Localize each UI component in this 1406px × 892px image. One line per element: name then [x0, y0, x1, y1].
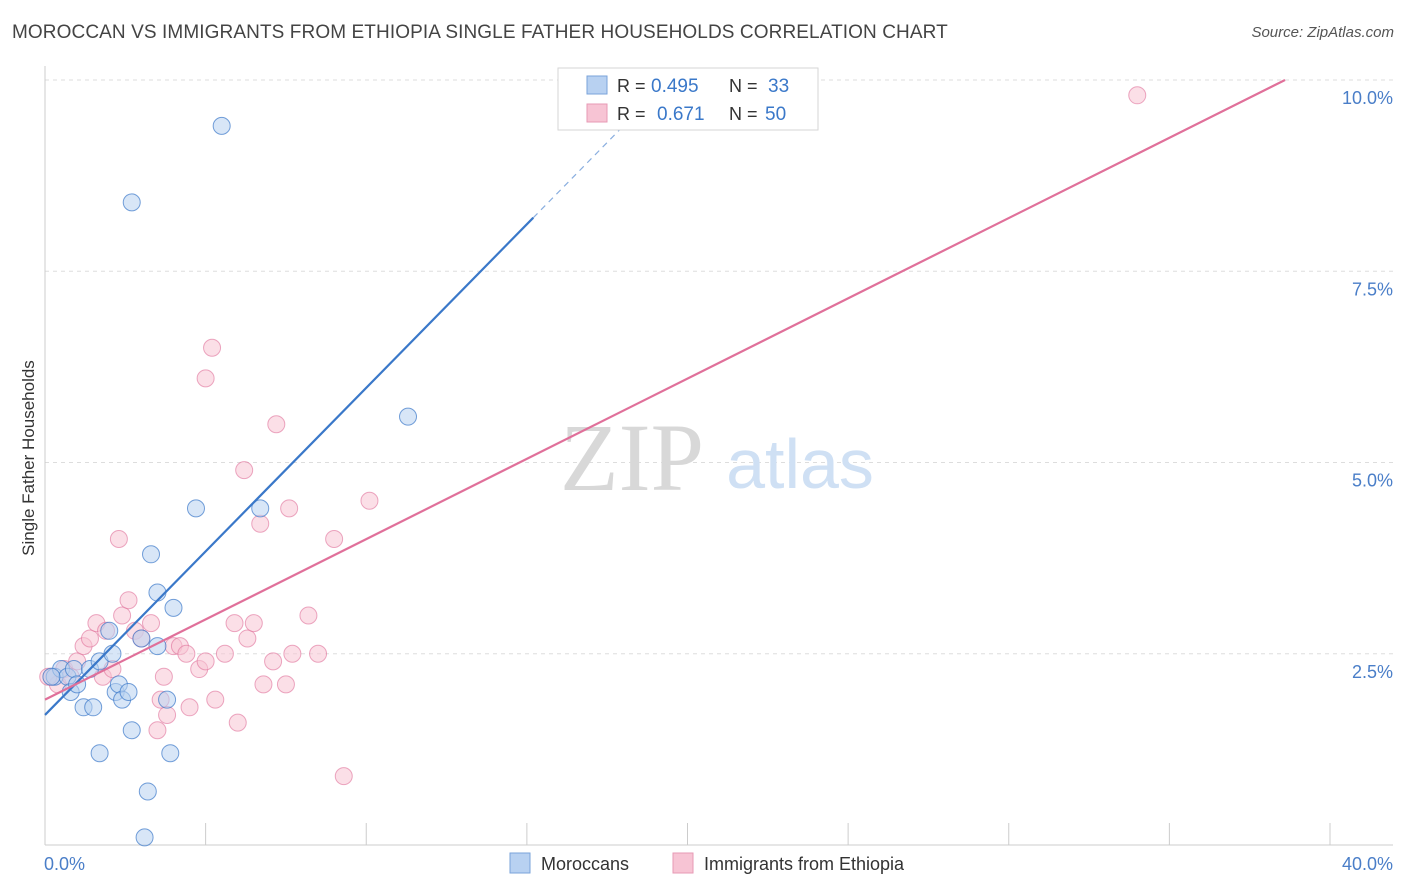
- ethiopia-point-29: [225, 614, 244, 633]
- axes: [44, 66, 1393, 846]
- y-tick-labels: 2.5% 5.0% 7.5% 10.0%: [1342, 88, 1393, 682]
- ethiopia-point-39: [325, 530, 344, 548]
- ethiopia-point-44: [235, 461, 254, 480]
- ethiopia-point-35: [276, 675, 295, 694]
- bottom-legend: Moroccans Immigrants from Ethiopia: [509, 852, 905, 874]
- watermark-zip: ZIP: [560, 404, 704, 511]
- moroccans-point-10: [100, 621, 119, 640]
- bottom-legend-swatch-moroccans: [509, 852, 531, 874]
- ethiopia-point-43: [203, 338, 222, 357]
- ethiopia-point-13: [119, 591, 138, 610]
- moroccans-point-29: [251, 499, 270, 518]
- ethiopia-point-31: [238, 629, 257, 648]
- bottom-legend-ethiopia: Immigrants from Ethiopia: [704, 854, 905, 874]
- ethiopia-point-32: [244, 614, 263, 633]
- moroccans-point-32: [42, 667, 61, 686]
- ethiopia-point-47: [280, 499, 299, 518]
- moroccans-point-18: [142, 545, 161, 564]
- y-tick-label-0: 2.5%: [1352, 662, 1393, 682]
- legend-swatch-pink: [586, 103, 608, 123]
- ethiopia-point-34: [264, 652, 283, 671]
- bottom-legend-swatch-ethiopia: [672, 852, 694, 874]
- moroccans-point-15: [119, 683, 138, 701]
- x-tick-label-max: 40.0%: [1342, 854, 1393, 874]
- ethiopia-point-42: [196, 369, 215, 388]
- moroccans-point-30: [399, 407, 418, 426]
- moroccans-point-26: [186, 499, 205, 518]
- ethiopia-point-41: [334, 767, 353, 786]
- moroccans-point-3: [64, 660, 83, 679]
- ethiopia-point-23: [177, 644, 196, 663]
- ethiopia-point-46: [251, 514, 270, 533]
- legend-box: R = 0.495 N = 33 R = 0.671 N = 50: [557, 67, 819, 131]
- ethiopia-point-24: [180, 698, 199, 717]
- legend-r-label-1: R =: [617, 76, 646, 96]
- ethiopia-trend-line: [44, 79, 1286, 701]
- moroccans-point-16: [122, 721, 141, 740]
- y-axis-label: Single Father Households: [19, 360, 38, 556]
- source-label: Source: ZipAtlas.com: [1251, 24, 1394, 41]
- moroccans-point-21: [161, 744, 180, 763]
- legend-r-label-2: R =: [617, 104, 646, 124]
- y-tick-label-3: 10.0%: [1342, 88, 1393, 108]
- chart-title: MOROCCAN VS IMMIGRANTS FROM ETHIOPIA SIN…: [12, 22, 948, 43]
- moroccans-point-17: [132, 629, 151, 648]
- ethiopia-point-48: [1128, 86, 1147, 105]
- ethiopia-point-36: [283, 644, 302, 663]
- moroccans-point-22: [164, 598, 183, 617]
- legend-r-value-2: 0.671: [657, 104, 705, 125]
- moroccans-point-23: [90, 744, 109, 763]
- ethiopia-point-12: [113, 606, 132, 625]
- watermark: ZIP atlas: [560, 404, 874, 511]
- gridlines: [45, 79, 1393, 655]
- ethiopia-point-16: [142, 614, 161, 633]
- moroccans-point-19: [148, 583, 167, 602]
- ethiopia-point-33: [254, 675, 273, 694]
- legend-n-label-2: N =: [729, 104, 758, 124]
- y-tick-label-1: 5.0%: [1352, 471, 1393, 491]
- ethiopia-point-6: [80, 629, 99, 648]
- ethiopia-point-17: [148, 721, 167, 740]
- moroccans-point-24: [138, 782, 157, 801]
- bottom-legend-moroccans: Moroccans: [541, 854, 629, 874]
- legend-n-label-1: N =: [729, 76, 758, 96]
- moroccans-point-20: [158, 690, 177, 709]
- legend-r-value-1: 0.495: [651, 76, 699, 97]
- legend-swatch-blue: [586, 75, 608, 95]
- ethiopia-point-28: [215, 644, 234, 663]
- ethiopia-point-37: [299, 606, 318, 625]
- ethiopia-point-11: [109, 530, 128, 548]
- y-tick-label-2: 7.5%: [1352, 279, 1393, 299]
- x-tick-label-min: 0.0%: [44, 854, 85, 874]
- moroccans-point-8: [84, 698, 103, 717]
- ethiopia-point-19: [154, 667, 173, 686]
- ethiopia-point-30: [228, 713, 247, 732]
- ethiopia-point-20: [158, 705, 177, 724]
- moroccans-point-28: [122, 193, 141, 212]
- ethiopia-point-38: [309, 644, 328, 663]
- ethiopia-point-45: [267, 415, 286, 434]
- series-moroccans-points: [42, 116, 418, 847]
- ethiopia-point-26: [196, 652, 215, 671]
- legend-n-value-1: 33: [768, 76, 789, 97]
- moroccans-point-25: [135, 828, 154, 847]
- moroccans-point-27: [212, 116, 231, 135]
- watermark-atlas: atlas: [726, 425, 874, 503]
- ethiopia-point-27: [206, 690, 225, 709]
- moroccans-trend-line: [44, 216, 535, 716]
- ethiopia-point-40: [360, 491, 379, 510]
- legend-n-value-2: 50: [765, 104, 786, 125]
